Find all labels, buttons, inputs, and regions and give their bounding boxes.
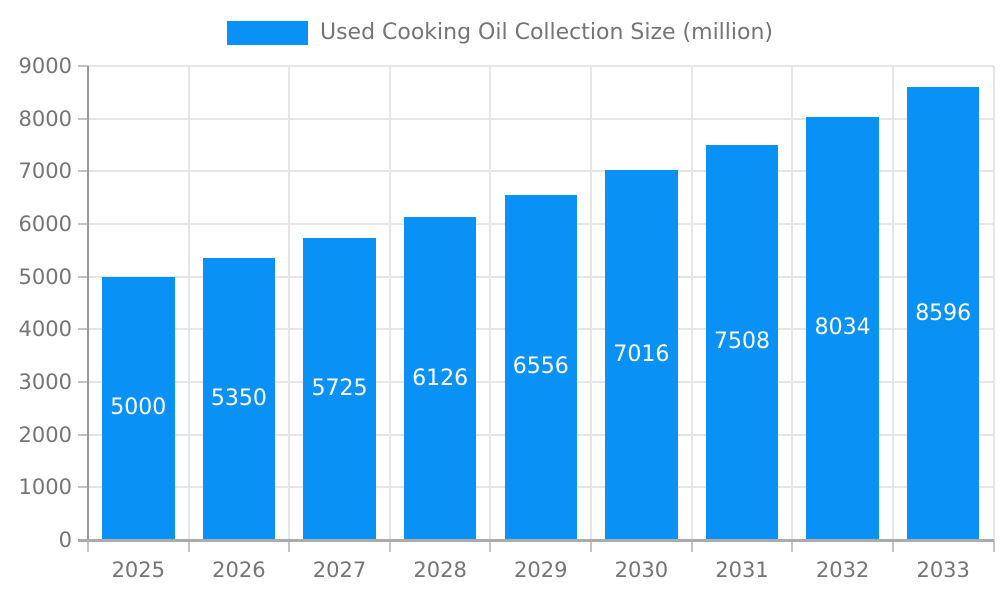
x-axis-tick: [187, 540, 190, 552]
bar-value-label: 6556: [512, 354, 569, 380]
x-axis-tick: [489, 540, 492, 552]
x-axis-line: [78, 539, 994, 542]
y-axis-tick: [78, 170, 88, 173]
bar-value-label: 5350: [210, 386, 267, 412]
x-axis-tick: [791, 540, 794, 552]
bar-value-label: 6126: [412, 365, 469, 391]
legend-label: Used Cooking Oil Collection Size (millio…: [319, 20, 774, 45]
y-axis-tick: [78, 433, 88, 436]
vertical-gridline: [992, 66, 995, 540]
x-axis-tick: [891, 540, 894, 552]
x-axis-category-label: 2032: [815, 558, 870, 582]
bar[interactable]: [705, 144, 779, 540]
y-axis-tick: [78, 328, 88, 331]
bar[interactable]: [202, 258, 276, 540]
bar[interactable]: [303, 238, 376, 540]
x-axis-tick: [388, 540, 391, 552]
x-axis-tick: [87, 540, 89, 552]
x-axis-tick: [690, 540, 693, 552]
x-axis-category-label: 2030: [614, 558, 669, 582]
x-axis-category-label: 2031: [715, 558, 769, 582]
bar[interactable]: [605, 170, 678, 540]
legend-swatch: [226, 21, 308, 45]
y-axis-tick: [78, 381, 88, 383]
horizontal-gridline: [88, 170, 994, 173]
x-axis-category-label: 2027: [312, 558, 367, 582]
vertical-gridline: [187, 66, 190, 540]
bar-value-label: 5000: [110, 395, 167, 421]
vertical-gridline: [489, 66, 492, 540]
y-axis-tick-label: 3000: [18, 370, 72, 394]
bar[interactable]: [102, 276, 175, 540]
x-axis-category-label: 2028: [413, 558, 467, 582]
x-axis-category-label: 2026: [212, 558, 266, 582]
x-axis-category-label: 2033: [916, 558, 970, 582]
y-axis-tick-label: 0: [58, 528, 72, 552]
bar[interactable]: [403, 217, 477, 540]
x-axis-tick: [590, 540, 593, 552]
vertical-gridline: [791, 66, 794, 540]
vertical-gridline: [288, 66, 291, 540]
bar[interactable]: [906, 87, 980, 540]
vertical-gridline: [690, 66, 693, 540]
x-axis-tick: [992, 540, 995, 552]
y-axis-tick: [78, 65, 88, 67]
bar-value-label: 8596: [915, 300, 972, 326]
bar-value-label: 7016: [613, 342, 670, 368]
y-axis-tick: [78, 486, 88, 489]
bar[interactable]: [504, 194, 577, 540]
vertical-gridline: [388, 66, 391, 540]
y-axis-tick: [78, 275, 88, 278]
y-axis-tick: [78, 223, 88, 225]
y-axis-tick-label: 8000: [18, 106, 72, 131]
y-axis-tick-label: 2000: [18, 422, 72, 447]
y-axis-line: [87, 66, 89, 541]
bar-value-label: 7508: [713, 329, 770, 355]
horizontal-gridline: [88, 65, 994, 67]
x-axis-category-label: 2025: [111, 558, 166, 582]
bar-value-label: 5725: [311, 376, 368, 402]
horizontal-gridline: [88, 117, 994, 120]
y-axis-tick-label: 5000: [18, 264, 72, 289]
x-axis-tick: [288, 540, 291, 552]
y-axis-tick-label: 4000: [18, 317, 72, 342]
legend-item[interactable]: Used Cooking Oil Collection Size (millio…: [0, 21, 1000, 45]
bar-value-label: 8034: [814, 315, 871, 341]
y-axis-tick-label: 6000: [18, 212, 72, 236]
y-axis-tick: [78, 117, 88, 120]
vertical-gridline: [590, 66, 593, 540]
y-axis-tick-label: 7000: [18, 159, 72, 184]
bar[interactable]: [806, 116, 879, 540]
vertical-gridline: [891, 66, 894, 540]
y-axis-tick-label: 9000: [18, 54, 72, 78]
x-axis-category-label: 2029: [514, 558, 568, 582]
y-axis-tick-label: 1000: [18, 475, 72, 500]
